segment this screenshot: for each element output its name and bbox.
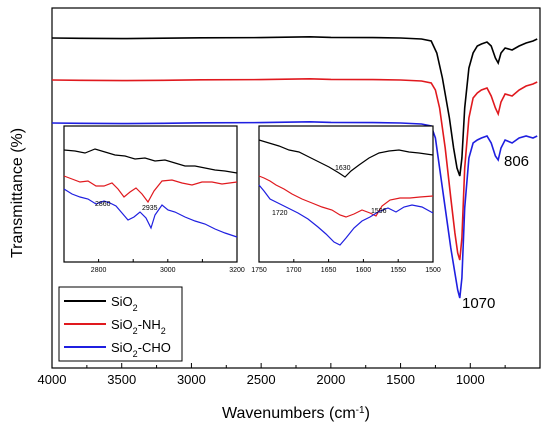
inset-2-annotation-1630: 1630 [335, 165, 351, 172]
inset-2-annotation-1720: 1720 [272, 210, 288, 217]
legend: SiO2 SiO2-NH2 SiO2-CHO [58, 286, 183, 362]
x-tick-label-2500: 2500 [247, 372, 276, 387]
series-line-0 [51, 35, 538, 177]
inset-1-ticks: 2800 3000 3200 [91, 259, 245, 274]
legend-label-sio2-cho: SiO2-CHO [111, 340, 171, 359]
inset-1-tick-label-3200: 3200 [229, 267, 245, 274]
inset-2-tick-label-1700: 1700 [286, 267, 302, 274]
inset-2-frame [258, 125, 434, 263]
inset-1-annotation-2860: 2860 [95, 201, 111, 208]
series-line-1 [51, 77, 538, 261]
inset-1-tick-label-2800: 2800 [91, 267, 107, 274]
inset-1-tick-label-3000: 3000 [160, 267, 176, 274]
x-tick-label-1500: 1500 [386, 372, 415, 387]
inset-2-tick-label-1500: 1500 [425, 267, 441, 274]
inset-2-tick-label-1600: 1600 [356, 267, 372, 274]
inset-2-tick-label-1550: 1550 [390, 267, 406, 274]
inset-2-tick-label-1750: 1750 [251, 267, 267, 274]
inset-1-annotation-2935: 2935 [142, 205, 158, 212]
x-tick-label-1000: 1000 [456, 372, 485, 387]
x-tick-label-4000: 4000 [38, 372, 67, 387]
x-tick-label-3000: 3000 [177, 372, 206, 387]
x-axis-ticks: 4000 3500 3000 2500 2000 1500 1000 [38, 363, 506, 387]
inset-2-ticks: 1750 1700 1650 1600 1550 1500 [251, 259, 441, 274]
y-axis-title: Transmittance (%) [9, 128, 26, 258]
x-tick-label-2000: 2000 [316, 372, 345, 387]
inset-1-series-sio2-nh2 [63, 175, 238, 204]
x-tick-label-3500: 3500 [107, 372, 136, 387]
inset-2-series-sio2-nh2 [258, 175, 434, 218]
legend-label-sio2: SiO2 [111, 294, 138, 313]
inset-2: 1750 1700 1650 1600 1550 1500 1630 1720 1596 [251, 125, 441, 274]
inset-1: 2800 3000 3200 2860 2935 [63, 125, 245, 274]
legend-label-sio2-nh2: SiO2-NH2 [111, 317, 166, 336]
annotation-806: 806 [504, 153, 529, 170]
annotation-1070: 1070 [462, 295, 495, 312]
inset-1-series-sio2 [63, 148, 238, 174]
inset-1-series-sio2-cho [63, 188, 238, 238]
series-line-2 [51, 120, 538, 299]
inset-1-frame [63, 125, 238, 263]
inset-2-series-sio2 [258, 139, 434, 178]
inset-2-series-sio2-cho [258, 184, 434, 246]
inset-2-annotation-1596: 1596 [371, 208, 387, 215]
main-series-group [51, 35, 538, 299]
inset-2-tick-label-1650: 1650 [321, 267, 337, 274]
x-axis-title: Wavenumbers (cm-1) [222, 405, 370, 423]
